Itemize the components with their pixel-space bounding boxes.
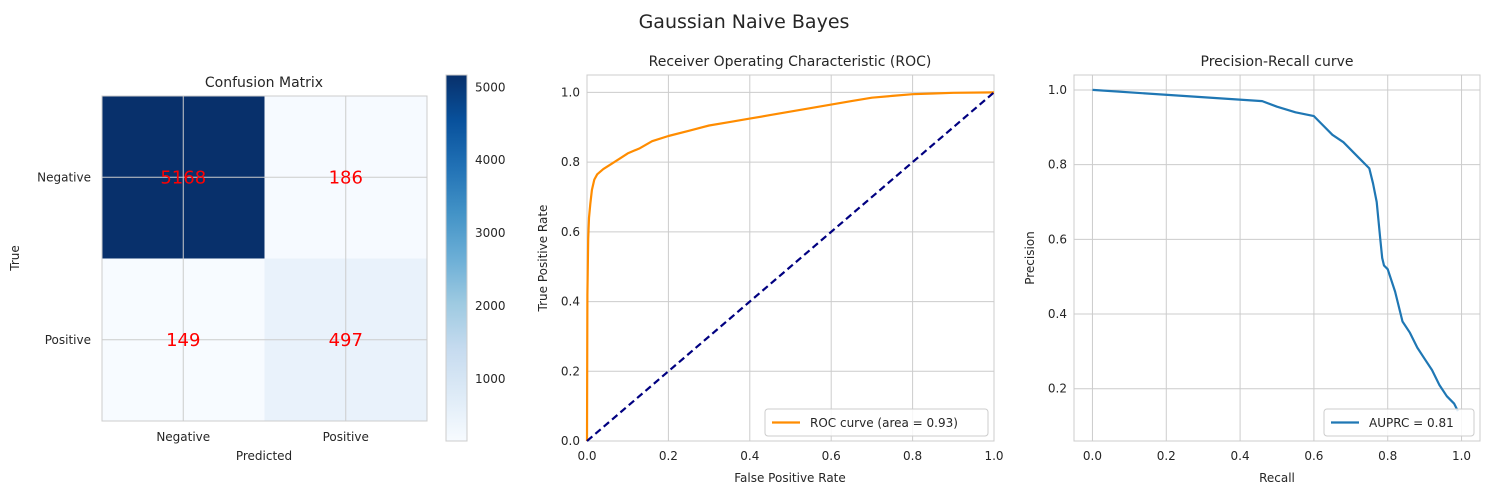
cm-cells <box>102 96 428 422</box>
x-tick-label: 0.8 <box>903 449 922 463</box>
cm-y-tick-labels: Negative Positive <box>37 170 91 347</box>
figure-suptitle: Gaussian Naive Bayes <box>639 11 850 33</box>
cm-title: Confusion Matrix <box>205 75 323 91</box>
x-tick-label: 0.0 <box>1083 449 1102 463</box>
cm-grid <box>102 96 427 421</box>
pr-lines <box>1092 88 1459 412</box>
colorbar-tick-label: 3000 <box>475 226 506 240</box>
roc-legend: ROC curve (area = 0.93) <box>764 408 989 437</box>
pr-grid <box>1074 75 1480 441</box>
pr-y-tick-labels: 0.2 0.4 0.6 0.8 1.0 <box>1048 83 1067 396</box>
roc-y-tick-labels: 0.0 0.2 0.4 0.6 0.8 1.0 <box>561 85 580 448</box>
pr-legend-label: AUPRC = 0.81 <box>1369 416 1454 430</box>
roc-grid <box>586 75 995 442</box>
colorbar-ticks: 1000 2000 3000 4000 5000 <box>475 80 506 386</box>
y-tick-label: 0.4 <box>1048 307 1067 321</box>
colorbar: 1000 2000 3000 4000 5000 <box>445 74 506 442</box>
cm-cell-value: 497 <box>329 330 363 351</box>
roc-x-tick-labels: 0.0 0.2 0.4 0.6 0.8 1.0 <box>577 449 1003 463</box>
pr-title: Precision-Recall curve <box>1201 54 1354 70</box>
colorbar-tick-label: 5000 <box>475 80 506 94</box>
y-tick-label: 0.6 <box>561 225 580 239</box>
y-tick-label: 0.8 <box>1048 158 1067 172</box>
roc-legend-box <box>764 408 989 437</box>
x-tick-label: 0.6 <box>822 449 841 463</box>
pr-legend-box <box>1323 408 1475 437</box>
y-tick-label: 0.0 <box>561 434 580 448</box>
colorbar-frame <box>445 74 468 442</box>
cm-x-tick-label: Negative <box>156 430 210 444</box>
pr-legend: AUPRC = 0.81 <box>1323 408 1475 437</box>
y-tick-label: 0.8 <box>561 155 580 169</box>
x-tick-label: 0.2 <box>1157 449 1176 463</box>
y-tick-label: 0.6 <box>1048 232 1067 246</box>
colorbar-tick-label: 1000 <box>475 372 506 386</box>
x-tick-label: 1.0 <box>1452 449 1471 463</box>
colorbar-tick-label: 2000 <box>475 299 506 313</box>
cm-x-tick-label: Positive <box>323 430 369 444</box>
x-tick-label: 1.0 <box>984 449 1003 463</box>
x-tick-label: 0.2 <box>659 449 678 463</box>
x-tick-label: 0.8 <box>1378 449 1397 463</box>
y-tick-label: 0.4 <box>561 295 580 309</box>
cm-y-tick-label: Negative <box>37 170 91 184</box>
roc-ylabel: True Positive Rate <box>536 205 550 313</box>
pr-x-tick-labels: 0.0 0.2 0.4 0.6 0.8 1.0 <box>1083 449 1471 463</box>
pr-ylabel: Precision <box>1023 231 1037 285</box>
x-tick-label: 0.4 <box>740 449 759 463</box>
y-tick-label: 1.0 <box>1048 83 1067 97</box>
y-tick-label: 1.0 <box>561 85 580 99</box>
chance-line <box>586 91 995 442</box>
cm-ylabel: True <box>8 245 22 272</box>
cm-annotations: 5168 186 149 497 <box>160 167 363 351</box>
x-tick-label: 0.0 <box>577 449 596 463</box>
series-line <box>585 91 995 442</box>
colorbar-tick-label: 4000 <box>475 153 506 167</box>
y-tick-label: 0.2 <box>561 364 580 378</box>
series-line <box>1092 88 1459 412</box>
cm-y-tick-label: Positive <box>45 333 91 347</box>
pr-panel: Precision-Recall curve 0.0 0.2 0.4 0.6 0.8 1.… <box>1023 54 1481 485</box>
y-tick-label: 0.2 <box>1048 382 1067 396</box>
x-tick-label: 0.4 <box>1231 449 1250 463</box>
cm-x-tick-labels: Negative Positive <box>156 430 369 444</box>
roc-lines <box>585 91 995 442</box>
roc-frame <box>586 74 995 442</box>
roc-panel: Receiver Operating Characteristic (ROC) … <box>536 54 1004 485</box>
confusion-matrix-panel: Confusion Matrix 5168 186 149 497 Negative P… <box>8 75 428 463</box>
pr-frame <box>1073 74 1481 442</box>
roc-title: Receiver Operating Characteristic (ROC) <box>649 54 932 70</box>
roc-xlabel: False Positive Rate <box>734 471 846 485</box>
roc-legend-label: ROC curve (area = 0.93) <box>810 416 958 430</box>
cm-cell-value: 149 <box>166 330 200 351</box>
cm-xlabel: Predicted <box>236 449 292 463</box>
pr-xlabel: Recall <box>1259 471 1295 485</box>
cm-frame <box>101 95 428 422</box>
cm-cell-value: 186 <box>329 167 363 188</box>
x-tick-label: 0.6 <box>1304 449 1323 463</box>
cm-cell-value: 5168 <box>160 167 206 188</box>
colorbar-gradient <box>446 75 467 441</box>
